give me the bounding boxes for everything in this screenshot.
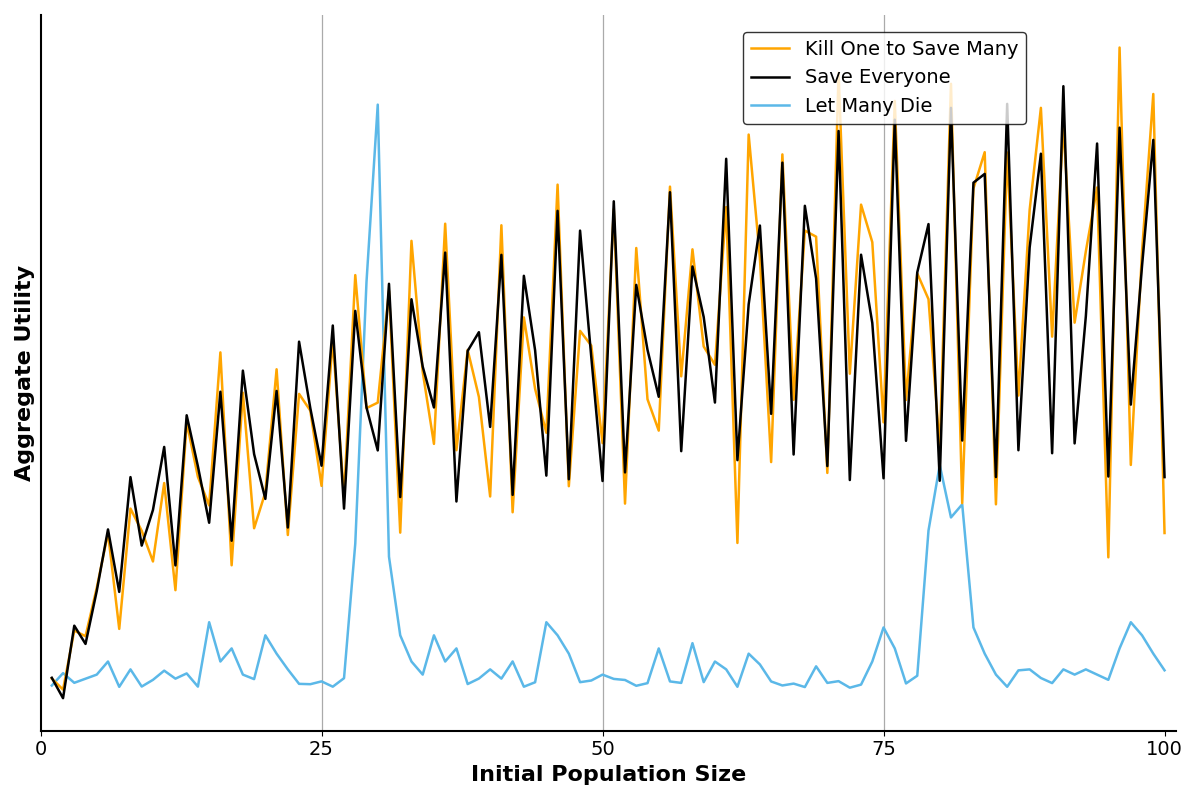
X-axis label: Initial Population Size: Initial Population Size [470,765,745,785]
Legend: Kill One to Save Many, Save Everyone, Let Many Die: Kill One to Save Many, Save Everyone, Le… [743,32,1026,124]
Save Everyone [269,386,283,396]
Kill One to Save Many [269,365,283,374]
Line: Save Everyone: Save Everyone [52,86,1164,698]
Kill One to Save Many [56,685,71,694]
Let Many Die [1157,666,1171,675]
Line: Kill One to Save Many: Kill One to Save Many [52,47,1164,690]
Let Many Die [44,681,59,690]
Let Many Die [304,679,318,689]
Y-axis label: Aggregate Utility: Aggregate Utility [14,265,35,481]
Kill One to Save Many [44,674,59,683]
Kill One to Save Many [719,202,733,212]
Save Everyone [629,280,643,290]
Let Many Die [1123,618,1138,627]
Kill One to Save Many [1123,460,1138,470]
Save Everyone [1056,82,1070,91]
Let Many Die [842,683,857,693]
Save Everyone [314,461,329,470]
Let Many Die [1090,670,1104,679]
Let Many Die [719,665,733,674]
Save Everyone [1090,138,1104,148]
Save Everyone [1157,472,1171,482]
Save Everyone [56,694,71,703]
Kill One to Save Many [314,481,329,490]
Kill One to Save Many [629,243,643,253]
Let Many Die [371,100,385,110]
Let Many Die [258,630,272,640]
Save Everyone [719,154,733,163]
Save Everyone [44,673,59,682]
Line: Let Many Die: Let Many Die [52,105,1164,688]
Let Many Die [629,681,643,690]
Save Everyone [1123,400,1138,410]
Kill One to Save Many [1112,42,1127,52]
Kill One to Save Many [1079,246,1093,256]
Kill One to Save Many [1157,528,1171,538]
